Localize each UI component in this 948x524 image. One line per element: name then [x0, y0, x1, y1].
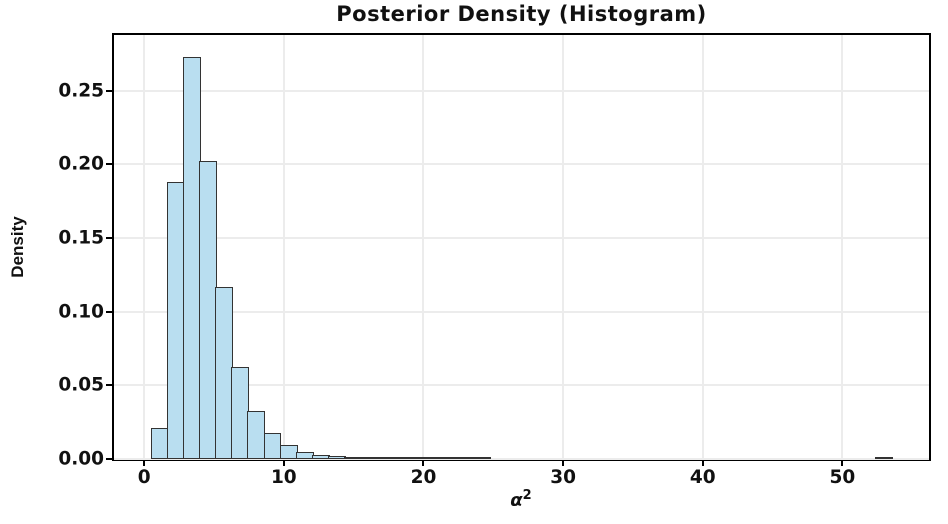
histogram-bar [472, 457, 491, 459]
x-axis-symbol: α [510, 490, 523, 511]
histogram-bar [279, 444, 298, 459]
gridline-vertical [841, 35, 844, 459]
x-tick-label: 0 [137, 467, 151, 488]
x-tick-label: 10 [270, 467, 297, 488]
y-tick-label: 0.10 [58, 301, 104, 323]
y-tick-label: 0.00 [58, 448, 104, 470]
gridline-vertical [422, 35, 425, 459]
y-axis-label: Density [8, 216, 27, 278]
gridline-horizontal [114, 458, 929, 460]
y-tick-label: 0.25 [58, 80, 104, 102]
gridline-horizontal [114, 163, 929, 166]
y-tick-mark [106, 237, 112, 239]
y-tick-mark [106, 384, 112, 387]
x-tick-mark [841, 461, 844, 466]
x-tick-mark [143, 461, 146, 466]
y-tick-mark [106, 89, 112, 92]
y-tick-label: 0.05 [58, 374, 104, 396]
y-tick-mark [106, 458, 112, 460]
x-tick-mark [701, 461, 704, 466]
x-tick-label: 20 [410, 467, 437, 488]
gridline-horizontal [114, 310, 929, 313]
gridline-vertical [282, 35, 285, 459]
y-tick-label: 0.20 [58, 153, 104, 175]
gridline-vertical [562, 35, 565, 459]
y-tick-mark [106, 310, 112, 313]
gridline-vertical [701, 35, 704, 459]
gridline-horizontal [114, 237, 929, 239]
x-tick-label: 30 [550, 467, 576, 488]
chart-title: Posterior Density (Histogram) [336, 2, 707, 26]
x-tick-label: 40 [689, 467, 716, 488]
gridline-vertical [143, 35, 146, 459]
gridline-horizontal [114, 89, 929, 92]
y-tick-label: 0.15 [58, 227, 104, 249]
x-axis-exponent: 2 [522, 488, 532, 503]
y-tick-mark [106, 163, 112, 166]
histogram-bar [874, 457, 893, 459]
plot-area: 0 10 20 30 40 50 0.00 0.05 0.10 0.15 0.20 0.25 [58, 33, 931, 488]
x-tick-label: 50 [829, 467, 856, 488]
x-tick-mark [422, 461, 425, 466]
x-tick-mark [282, 461, 285, 466]
x-tick-mark [562, 461, 565, 466]
x-axis-label: α2 [510, 488, 531, 511]
gridline-horizontal [114, 384, 929, 387]
